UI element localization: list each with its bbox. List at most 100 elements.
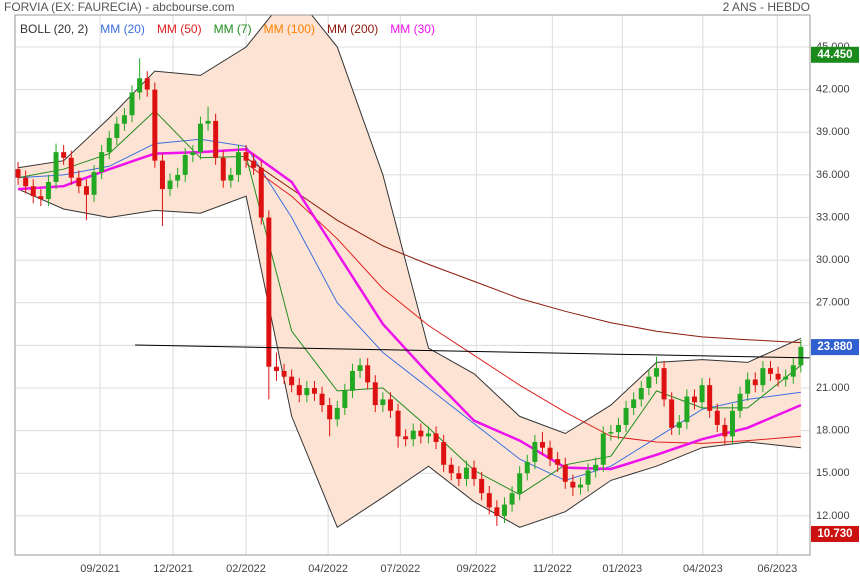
candle-body [45,181,51,200]
candle-body [486,493,492,508]
x-tick-label: 09/2021 [80,563,120,575]
y-tick-label: 15.000 [816,467,850,479]
candle-body [114,123,120,138]
candle-body [661,368,667,400]
candle-body [387,399,393,411]
candle-body [243,152,249,161]
candle-body [342,390,348,408]
candle-body [365,365,371,383]
legend-entry: MM (20) [100,22,145,36]
legend-entry: BOLL (20, 2) [20,22,88,36]
y-tick-label: 21.000 [816,382,850,394]
candle-body [463,467,469,479]
price-badge [811,46,859,63]
candle-body [152,89,158,161]
candle-body [182,154,188,175]
candle-body [129,92,135,116]
candle-body [638,388,644,400]
x-tick-label: 11/2022 [533,563,572,575]
y-tick-label: 30.000 [816,254,850,266]
candle-body [745,379,751,394]
legend-entry: MM (100) [264,22,315,36]
candle-body [562,464,568,482]
x-tick-label: 06/2023 [757,563,797,575]
price-badge-label: 44.450 [817,49,852,61]
candle-body [524,461,530,474]
candle-body [273,366,279,371]
candle-body [699,385,705,403]
candle-body [479,478,485,494]
candle-body [251,160,257,168]
y-tick-label: 36.000 [816,169,850,181]
candle-body [311,388,317,394]
chart-title: FORVIA (EX: FAURECIA) - abcbourse.com [4,0,235,14]
candle-body [608,432,614,434]
candle-body [433,433,439,443]
x-tick-label: 01/2023 [602,563,642,575]
candle-body [623,407,629,425]
x-tick-label: 12/2021 [153,563,193,575]
y-tick-label: 42.000 [816,84,850,96]
candle-body [646,376,652,389]
candle-body [501,504,507,516]
plot-area [15,15,810,529]
candle-body [798,346,804,366]
candle-body [395,410,401,437]
candle-body [509,493,515,505]
candle-body [471,467,477,479]
candle-body [722,424,728,437]
candle-body [121,115,127,124]
legend-entry: MM (50) [157,22,202,36]
x-tick-label: 02/2022 [226,563,266,575]
x-tick-label: 09/2022 [456,563,496,575]
candle-body [456,473,462,479]
legend: BOLL (20, 2) MM (20) MM (50) MM (7) MM (100)… [20,22,435,36]
legend-entry: MM (30) [390,22,435,36]
candle-body [175,174,181,181]
moving-average-line [17,138,801,481]
price-badge [811,525,859,542]
candle-body [327,405,333,420]
x-tick-label: 04/2022 [308,563,348,575]
candle-body [137,78,143,93]
candle-body [91,172,97,195]
candle-body [190,152,196,155]
candle-body [403,436,409,440]
candle-body [425,433,431,437]
price-badge-label: 23.880 [817,341,852,353]
candle-body [61,152,67,158]
candle-body [691,396,697,403]
candle-body [410,430,416,440]
y-tick-label: 27.000 [816,297,850,309]
candle-body [615,424,621,433]
candle-body [30,186,36,197]
candle-body [76,177,82,187]
candle-body [707,385,713,411]
candle-body [448,464,454,474]
candle-body [334,407,340,420]
moving-average-line [245,163,801,444]
y-tick-label: 18.000 [816,425,850,437]
candle-body [357,365,363,371]
x-tick-label: 04/2023 [683,563,723,575]
candle-body [684,396,690,423]
candle-body [319,393,325,406]
candle-body [547,447,553,460]
candle-body [517,473,523,494]
axes: 12.00015.00018.00021.00024.00027.00030.0… [80,41,859,575]
candle-body [205,120,211,124]
candle-body [539,442,545,448]
candle-body [220,157,226,181]
candle-body [380,399,386,406]
y-tick-label: 33.000 [816,211,850,223]
candle-body [53,152,59,182]
candle-body [760,368,766,386]
candle-body [775,373,781,380]
price-badge-label: 10.730 [817,528,852,540]
candle-body [790,365,796,377]
legend-entry: MM (7) [214,22,252,36]
candle-body [213,120,219,158]
x-tick-label: 07/2022 [380,563,420,575]
candle-body [577,484,583,488]
